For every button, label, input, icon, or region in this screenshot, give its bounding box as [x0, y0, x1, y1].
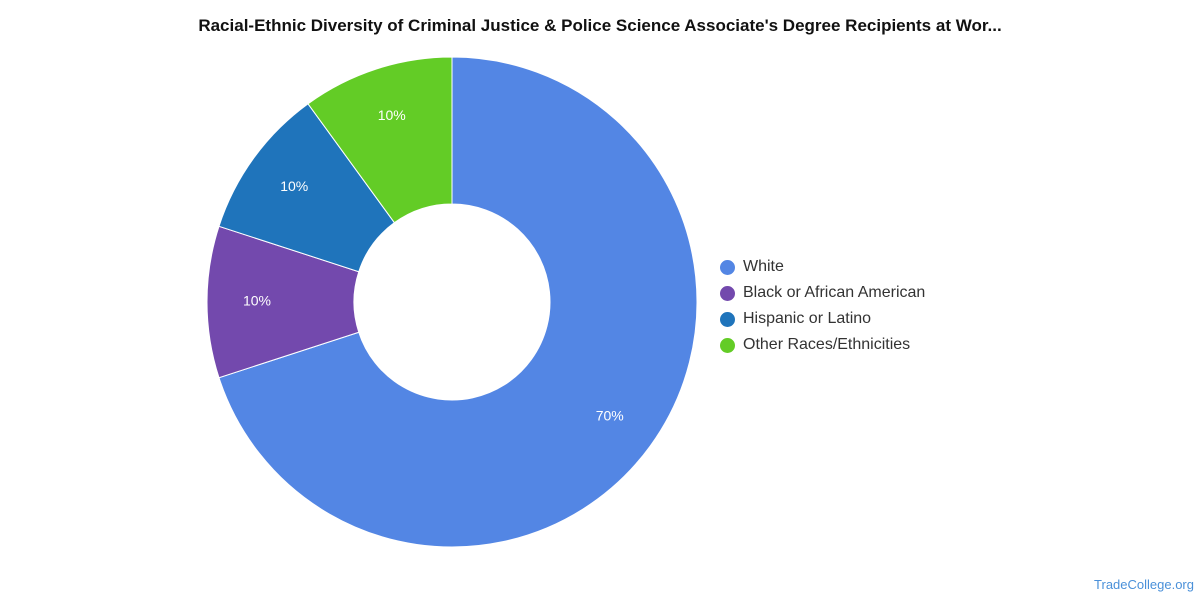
slice-label: 70% — [596, 407, 624, 423]
slice-white[interactable] — [218, 56, 698, 548]
legend-label: White — [743, 258, 784, 275]
source-link[interactable]: TradeCollege.org — [1094, 577, 1194, 592]
legend-item[interactable]: Other Races/Ethnicities — [720, 332, 925, 358]
legend-label: Hispanic or Latino — [743, 310, 872, 327]
legend-item[interactable]: White — [720, 254, 925, 280]
slice-labels-group: 70% 10% 10% 10% — [243, 107, 624, 423]
legend: White Black or African American Hispanic o… — [720, 254, 925, 358]
slice-label: 10% — [243, 293, 271, 309]
chart-title: Racial-Ethnic Diversity of Criminal Just… — [198, 16, 1002, 35]
legend-swatch — [720, 285, 735, 301]
legend-swatch — [720, 337, 735, 353]
legend-label: Black or African American — [743, 284, 926, 301]
legend-item[interactable]: Hispanic or Latino — [720, 306, 925, 332]
slice-other-races-ethnicities[interactable] — [307, 56, 453, 224]
legend-swatch — [720, 311, 735, 327]
slice-label: 10% — [378, 107, 406, 123]
legend-item[interactable]: Black or African American — [720, 280, 925, 306]
legend-label: Other Races/Ethnicities — [743, 336, 911, 353]
slice-label: 10% — [280, 178, 308, 194]
slices-group — [206, 56, 698, 548]
legend-swatch — [720, 259, 735, 275]
